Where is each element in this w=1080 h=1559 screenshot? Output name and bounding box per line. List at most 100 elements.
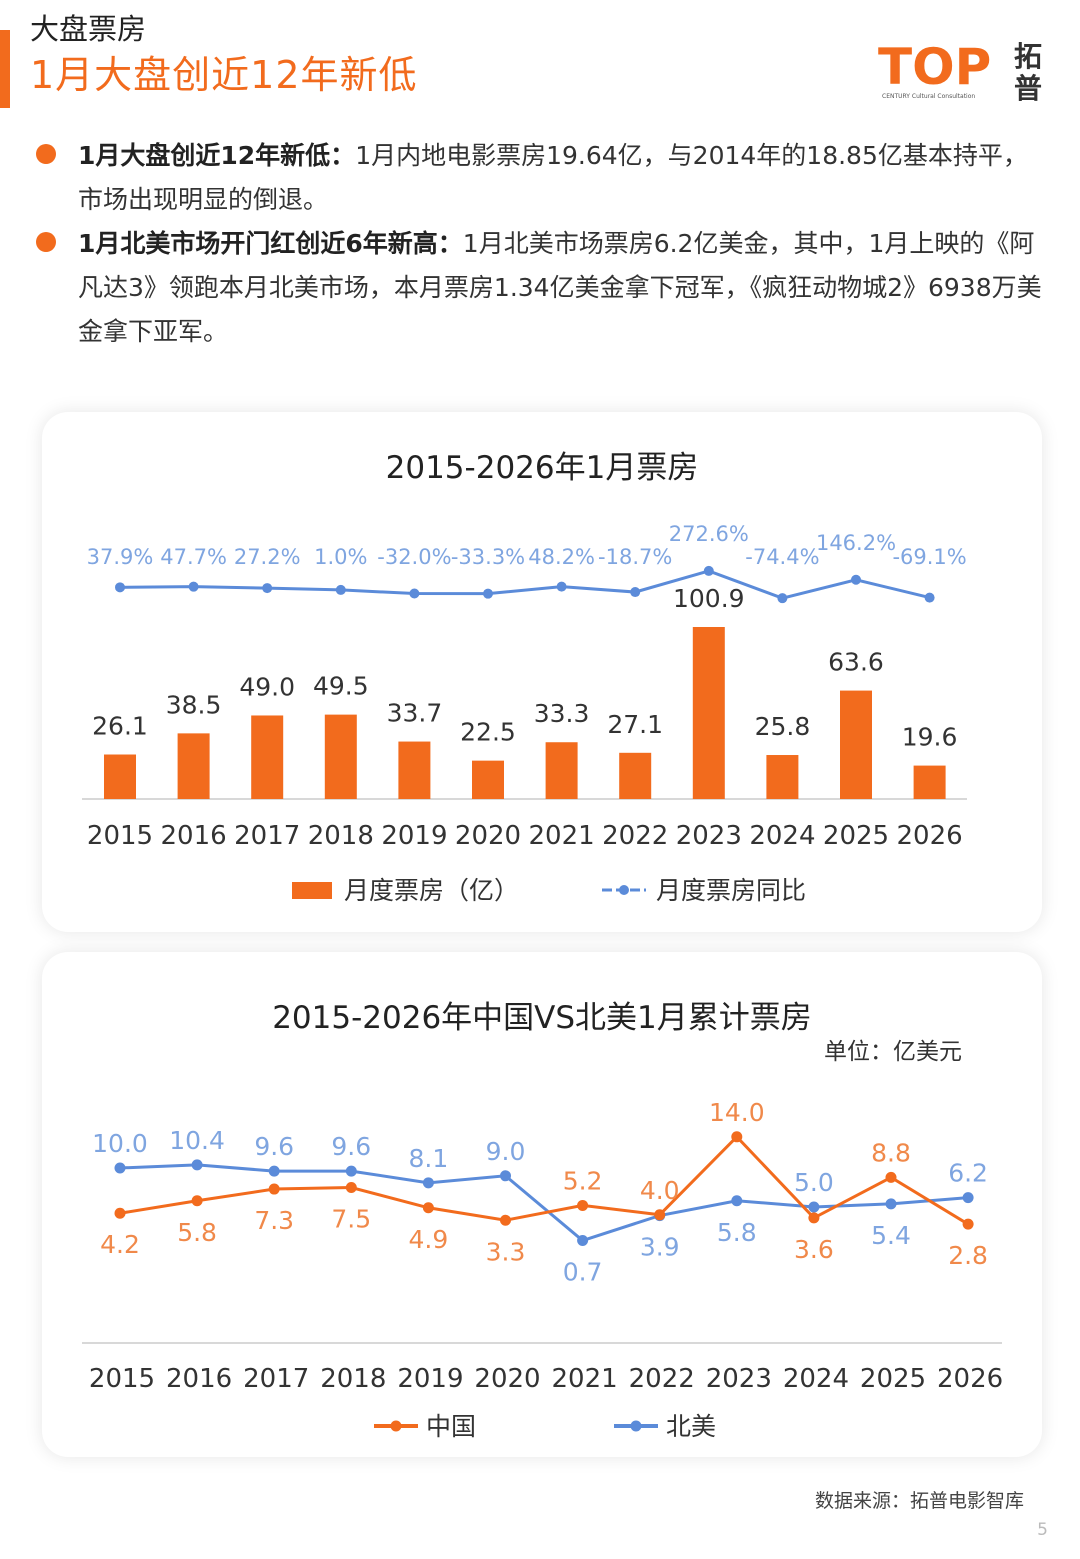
x-tick-label: 2023 — [676, 821, 742, 851]
bar — [472, 760, 504, 799]
yoy-value-label: 146.2% — [816, 531, 896, 555]
china-point — [885, 1171, 897, 1183]
bar-value-label: 26.1 — [92, 712, 148, 741]
north-america-point — [808, 1201, 820, 1213]
bullet-lead: 1月大盘创近12年新低： — [78, 141, 356, 170]
north-america-point — [268, 1165, 280, 1177]
china-value-label: 5.8 — [177, 1218, 217, 1247]
bar-value-label: 19.6 — [902, 723, 958, 752]
china-value-label: 7.5 — [331, 1205, 371, 1234]
data-source: 数据来源：拓普电影智库 — [814, 1490, 1024, 1512]
x-tick-label: 2016 — [161, 821, 227, 851]
north-america-point — [191, 1159, 203, 1171]
bullet-lead: 1月北美市场开门红创近6年新高： — [78, 229, 463, 258]
bullet-item: 1月大盘创近12年新低：1月内地电影票房19.64亿，与2014年的18.85亿… — [30, 134, 1050, 222]
china-value-label: 4.2 — [100, 1230, 140, 1259]
logo-text: TOP — [878, 38, 991, 96]
china-point — [191, 1195, 203, 1207]
yoy-point — [924, 592, 935, 603]
x-tick-label: 2015 — [89, 1364, 155, 1394]
x-tick-label: 2026 — [937, 1364, 1003, 1394]
brand-logo: TOP 拓 普 CENTURY Cultural Consultation — [878, 38, 1042, 105]
legend-label: 月度票房（亿） — [344, 876, 519, 905]
legend-swatch-bar — [292, 882, 332, 899]
summary-bullets: 1月大盘创近12年新低：1月内地电影票房19.64亿，与2014年的18.85亿… — [30, 134, 1050, 354]
bar — [545, 742, 578, 799]
bullet-item: 1月北美市场开门红创近6年新高：1月北美市场票房6.2亿美金，其中，1月上映的《… — [30, 222, 1050, 354]
bar — [324, 714, 357, 799]
page-title: 1月大盘创近12年新低 — [30, 53, 418, 97]
bar-value-label: 49.5 — [313, 672, 369, 701]
chart-card-compare: 2015-2026年中国VS北美1月累计票房 单位：亿美元 10.0 10.4 9.… — [42, 952, 1042, 1457]
north-america-point — [500, 1170, 511, 1182]
yoy-point — [483, 588, 493, 599]
legend-label: 月度票房同比 — [656, 876, 806, 905]
legend-label: 中国 — [426, 1412, 476, 1441]
bullet-text: 1月北美市场票房6.2亿美金，其中，1月上映的《阿凡达3》领跑本月北美市场，本月… — [78, 229, 1042, 346]
bar — [692, 627, 725, 799]
x-tick-label: 2021 — [529, 821, 595, 851]
bar — [840, 690, 872, 799]
logo-cn-2: 普 — [1014, 72, 1042, 105]
x-tick-label: 2022 — [629, 1364, 695, 1394]
legend-dot-north-america — [630, 1420, 642, 1432]
chart-title: 2015-2026年中国VS北美1月累计票房 — [272, 1000, 812, 1036]
bar — [619, 752, 652, 799]
china-point — [500, 1214, 511, 1226]
china-point — [808, 1212, 820, 1224]
north-america-point — [422, 1177, 434, 1189]
yoy-point — [703, 565, 714, 576]
yoy-value-label: 27.2% — [234, 545, 301, 569]
yoy-value-label: 272.6% — [669, 522, 749, 546]
north-america-point — [885, 1198, 897, 1210]
yoy-value-label: 1.0% — [314, 545, 367, 569]
north-america-value-label: 10.0 — [92, 1129, 148, 1158]
header-accent-bar — [0, 30, 10, 108]
yoy-point — [335, 584, 346, 595]
logo-sub: CENTURY Cultural Consultation — [882, 93, 975, 100]
page-number: 5 — [1037, 1520, 1048, 1540]
north-america-value-label: 6.2 — [948, 1159, 988, 1188]
north-america-value-label: 5.8 — [717, 1218, 757, 1247]
north-america-point — [345, 1165, 357, 1177]
bar — [251, 715, 284, 799]
china-point — [731, 1131, 743, 1143]
china-vs-na-chart: 10.0 10.4 9.6 9.6 8.1 9.0 0.7 3.9 5.8 5.0 5.4 6.2 4.… — [82, 1098, 1003, 1441]
yoy-value-label: -33.3% — [451, 545, 525, 569]
yoy-point — [630, 587, 641, 598]
x-tick-label: 2024 — [749, 821, 815, 851]
china-value-label: 8.8 — [871, 1138, 911, 1167]
bullet-dot — [36, 144, 56, 164]
yoy-point — [115, 582, 125, 593]
north-america-value-label: 10.4 — [169, 1126, 225, 1155]
north-america-value-label: 5.0 — [794, 1168, 834, 1197]
yoy-point — [188, 581, 199, 592]
yoy-value-label: 48.2% — [528, 545, 595, 569]
x-tick-label: 2025 — [823, 821, 889, 851]
bar — [398, 741, 431, 799]
x-tick-label: 2023 — [706, 1364, 772, 1394]
unit-label: 单位：亿美元 — [824, 1039, 962, 1065]
x-tick-label: 2019 — [381, 821, 447, 851]
north-america-value-label: 8.1 — [409, 1144, 449, 1173]
china-value-label: 14.0 — [709, 1098, 765, 1127]
x-tick-label: 2018 — [320, 1364, 386, 1394]
bar-value-label: 38.5 — [166, 690, 222, 719]
china-value-label: 5.2 — [563, 1166, 603, 1195]
legend-swatch-dot — [619, 885, 629, 895]
china-value-label: 3.3 — [486, 1237, 526, 1266]
chart-card-monthly: 2015-2026年1月票房 26.1 38.5 49.0 49.5 33.7 22.5 3… — [42, 412, 1042, 932]
bar-value-label: 25.8 — [755, 712, 811, 741]
bar — [766, 755, 799, 799]
bar — [104, 754, 136, 799]
china-value-label: 3.6 — [794, 1235, 834, 1264]
bar-value-label: 49.0 — [239, 672, 295, 701]
monthly-box-office-chart: 26.1 38.5 49.0 49.5 33.7 22.5 33.3 27.1 100.9 25.… — [82, 522, 967, 905]
x-tick-label: 2019 — [397, 1364, 463, 1394]
legend-label: 北美 — [666, 1412, 716, 1441]
china-point — [962, 1218, 974, 1230]
bar — [177, 733, 210, 799]
yoy-value-label: -74.4% — [745, 545, 819, 569]
yoy-value-label: 47.7% — [160, 545, 227, 569]
x-tick-label: 2017 — [243, 1364, 309, 1394]
